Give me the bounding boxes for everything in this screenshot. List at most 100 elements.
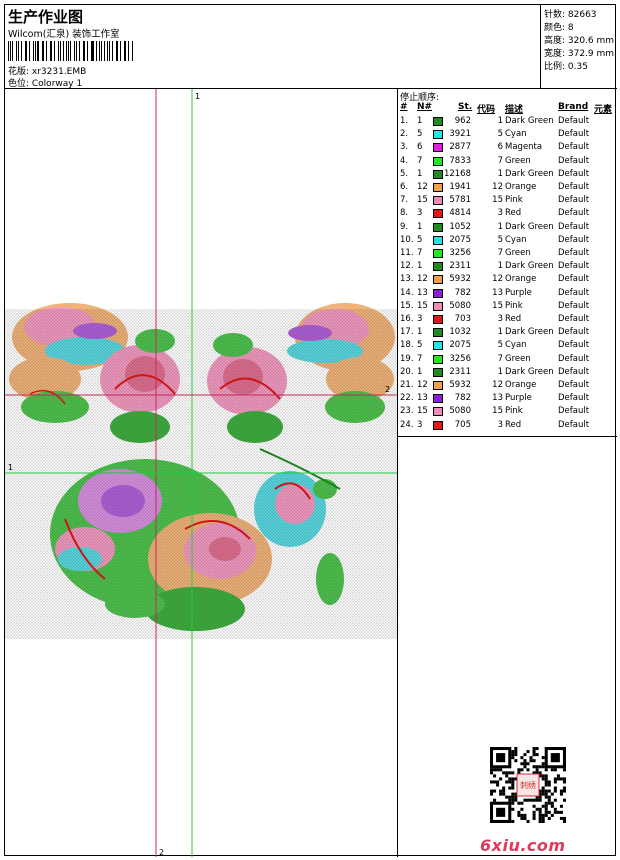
qr-module — [511, 786, 515, 790]
table-row: 6. 12 1941 12 Orange Default — [398, 181, 617, 194]
stitch-count: 针数: 82663 — [544, 10, 597, 20]
row-brand: Default — [558, 129, 590, 140]
row-index: 16. — [400, 314, 414, 324]
qr-module — [547, 801, 551, 805]
row-stitches: 12168 — [443, 168, 471, 179]
qr-module — [541, 819, 545, 823]
guide-lines: 1 2 2 1 — [5, 89, 397, 857]
qr-module — [511, 783, 515, 787]
qr-module — [559, 804, 563, 808]
qr-module — [532, 750, 536, 754]
qr-module — [547, 798, 551, 802]
barcode-bar — [8, 41, 9, 61]
table-row: 23. 15 5080 15 Pink Default — [398, 405, 617, 418]
qr-module — [514, 750, 518, 754]
qr-module — [553, 807, 557, 811]
row-stitches: 782 — [454, 393, 471, 404]
row-description: Red — [505, 208, 522, 219]
header-info: 生产作业图 Wilcom(汇泉) 装饰工作室 花版: xr3231.EMB 色位… — [5, 5, 541, 89]
qr-module — [541, 789, 545, 793]
design-height: 高度: 320.6 mm — [544, 36, 615, 46]
row-code: 7 — [497, 248, 503, 258]
row-stitches: 4814 — [449, 208, 471, 219]
row-stitches: 1052 — [449, 221, 471, 232]
row-index: 23. — [400, 406, 414, 417]
row-stitches: 705 — [454, 419, 471, 430]
row-code: 15 — [492, 300, 503, 311]
row-description: Green — [505, 353, 531, 364]
row-stitches: 782 — [454, 287, 471, 298]
qr-module — [538, 792, 542, 796]
qr-module — [529, 798, 533, 802]
color-swatch — [433, 394, 443, 404]
row-code: 13 — [492, 393, 503, 404]
color-swatch — [433, 209, 443, 219]
design-file-label: 花版: xr3231.EMB — [8, 67, 87, 77]
qr-module — [520, 756, 524, 760]
qr-module — [502, 771, 506, 775]
qr-code: 刺绣 — [490, 747, 566, 823]
table-row: 10. 5 2075 5 Cyan Default — [398, 234, 617, 247]
row-description: Orange — [505, 380, 537, 390]
barcode-bar — [28, 41, 30, 61]
row-index: 21. — [400, 380, 414, 390]
qr-module — [508, 786, 512, 790]
row-code: 12 — [492, 274, 503, 285]
qr-module — [562, 789, 566, 793]
qr-module — [544, 810, 548, 814]
qr-module — [532, 816, 536, 820]
qr-module — [541, 774, 545, 778]
row-stitches: 3256 — [449, 248, 471, 258]
row-description: Magenta — [505, 142, 543, 153]
qr-finder — [550, 753, 560, 763]
row-description: Orange — [505, 274, 537, 285]
qr-module — [511, 771, 515, 775]
qr-module — [538, 774, 542, 778]
color-swatch — [433, 301, 443, 311]
qr-module — [535, 765, 539, 769]
row-code: 5 — [497, 234, 503, 245]
qr-module — [499, 792, 503, 796]
color-swatch — [433, 328, 443, 338]
qr-module — [511, 807, 515, 811]
qr-finder — [496, 753, 506, 763]
qr-module — [508, 771, 512, 775]
barcode-bar — [109, 41, 111, 61]
col-header-brand: Brand — [558, 102, 589, 112]
row-code: 1 — [497, 168, 503, 179]
qr-module — [553, 789, 557, 793]
qr-module — [544, 813, 548, 817]
row-index: 20. — [400, 366, 414, 377]
row-brand: Default — [558, 221, 590, 232]
row-code: 12 — [492, 380, 503, 390]
row-brand: Default — [558, 195, 590, 206]
qr-module — [532, 813, 536, 817]
row-needle: 1 — [417, 261, 423, 272]
qr-module — [538, 798, 542, 802]
row-index: 15. — [400, 300, 414, 311]
col-header-stitches: St. — [458, 102, 473, 112]
row-code: 5 — [497, 340, 503, 351]
qr-module — [562, 777, 566, 781]
colorway-label: 色位: Colorway 1 — [8, 79, 83, 89]
row-brand: Default — [558, 406, 590, 417]
row-index: 19. — [400, 353, 414, 364]
qr-module — [544, 777, 548, 781]
row-code: 6 — [497, 142, 503, 153]
col-header-index: # — [400, 102, 408, 112]
v-red-guide-label: 2 — [159, 848, 164, 857]
row-code: 15 — [492, 406, 503, 417]
qr-module — [514, 792, 518, 796]
row-index: 7. — [400, 195, 409, 206]
table-row: 11. 7 3256 7 Green Default — [398, 247, 617, 260]
qr-module — [553, 780, 557, 784]
qr-module — [511, 819, 515, 823]
qr-module — [547, 789, 551, 793]
embroidery-canvas: 1 2 2 1 — [5, 89, 397, 857]
qr-module — [514, 798, 518, 802]
qr-module — [532, 759, 536, 763]
row-stitches: 1032 — [449, 327, 471, 338]
qr-module — [517, 768, 521, 772]
row-needle: 3 — [417, 208, 423, 219]
qr-module — [517, 813, 521, 817]
